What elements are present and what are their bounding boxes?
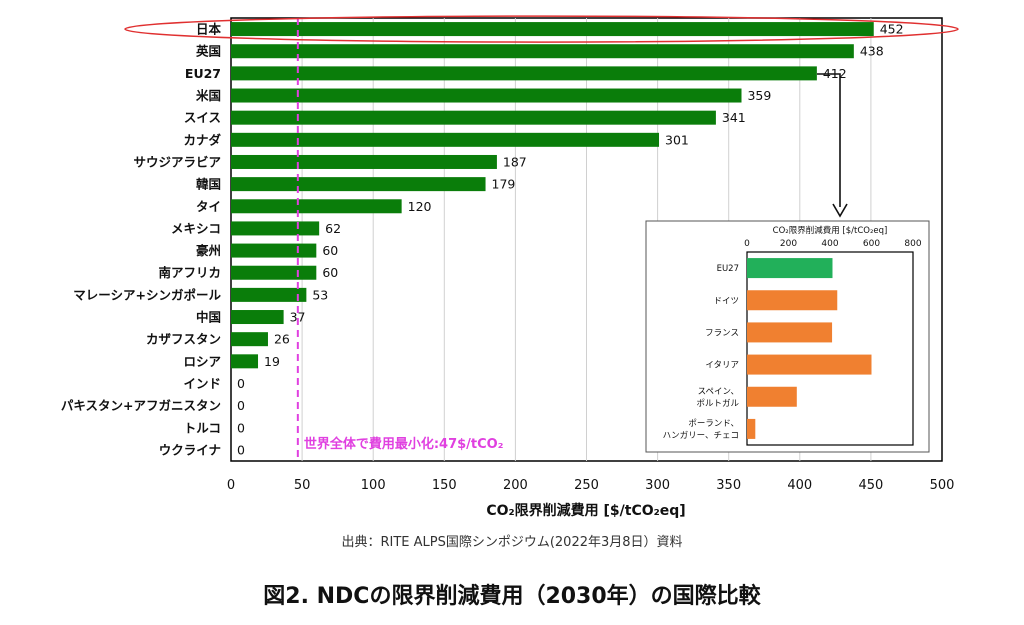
inset-bar [747,290,838,311]
category-label: タイ [196,199,221,214]
bar [231,88,742,103]
value-label: 120 [408,199,432,214]
inset-bar [747,418,756,439]
x-tick-label: 50 [294,478,311,493]
bar [231,310,284,325]
category-label: メキシコ [171,221,221,236]
source-note: 出典：RITE ALPS国際シンポジウム(2022年3月8日）資料 [341,535,683,550]
value-label: 452 [880,22,904,37]
value-label: 301 [665,132,689,147]
inset-title: CO₂限界削減費用 [$/tCO₂eq] [773,225,888,236]
value-label: 26 [274,332,290,347]
value-label: 37 [290,310,306,325]
category-label: パキスタン+アフガニスタン [61,398,221,413]
value-label: 0 [237,398,245,413]
category-label: マレーシア+シンガポール [73,287,221,302]
value-label: 19 [264,354,280,369]
value-label: 438 [860,44,884,59]
value-label: 62 [325,221,341,236]
x-tick-label: 0 [227,478,235,493]
value-label: 359 [747,88,771,103]
inset-x-tick-label: 600 [863,239,880,249]
category-label: カザフスタン [146,332,221,347]
inset-x-tick-label: 800 [904,239,921,249]
x-tick-label: 300 [645,478,670,493]
bar [231,177,486,192]
x-tick-label: 200 [503,478,528,493]
category-label: スイス [184,110,221,125]
value-label: 187 [503,154,527,169]
inset-plot-frame [746,251,914,446]
bar [231,154,497,169]
bar [231,287,307,302]
inset-x-tick-label: 400 [821,239,838,249]
bar [231,332,268,347]
bar [231,243,317,258]
category-label: 中国 [196,310,221,325]
inset-category-label: スペイン、ポルトガル [696,387,739,409]
category-label: ロシア [183,354,221,369]
category-label: 南アフリカ [158,265,221,280]
value-label: 60 [322,243,338,258]
inset-bars [747,258,872,439]
bar [231,44,854,59]
connector-arrowhead [832,203,848,218]
value-label: 53 [312,287,328,302]
bar [231,221,320,236]
x-tick-label: 250 [574,478,599,493]
category-label: ウクライナ [159,442,221,457]
bar [231,354,259,369]
category-label: 米国 [195,88,221,103]
bar [231,66,817,81]
x-axis-label: CO₂限界削減費用 [$/tCO₂eq] [486,502,685,519]
category-label: カナダ [183,132,221,147]
bar [231,265,317,280]
inset-x-tick-label: 0 [744,239,750,249]
category-label: 韓国 [196,177,221,192]
inset-x-tick-label: 200 [780,239,797,249]
x-tick-label: 150 [432,478,457,493]
category-label: インド [183,376,221,391]
x-tick-label: 350 [716,478,741,493]
bar [231,199,402,214]
bar [231,132,660,147]
inset-category-label: ドイツ [713,296,739,306]
inset-category-label: ポーランド、ハンガリー、チェコ [663,419,739,441]
x-tick-label: 500 [930,478,955,493]
value-label: 341 [722,110,746,125]
reference-line-label: 世界全体で費用最小化:47$/tCO₂ [304,436,504,452]
category-label: サウジアラビア [133,154,221,169]
value-label: 179 [492,177,516,192]
x-tick-label: 450 [858,478,883,493]
value-label: 0 [237,420,245,435]
inset-category-label: EU27 [717,264,739,274]
category-label: 日本 [196,22,222,37]
x-tick-label: 100 [361,478,386,493]
inset-bar [747,354,872,375]
value-label: 0 [237,376,245,391]
inset-x-tick-labels: 0 200 400 600 800 [744,239,922,249]
inset-bar [747,322,833,343]
value-label: 60 [322,265,338,280]
inset-bar [747,258,833,279]
bar [231,110,716,125]
category-label: トルコ [184,420,221,435]
inset-chart: CO₂限界削減費用 [$/tCO₂eq] 0 200 400 600 800 EU27 ド… [645,220,930,453]
category-label: 豪州 [196,243,221,258]
category-label: 英国 [196,44,221,59]
connector-arrow [817,73,841,207]
category-label: EU27 [185,66,221,81]
inset-bar [747,386,797,407]
inset-category-label: フランス [705,328,739,338]
x-tick-labels: 0 50 100 150 200 250 300 350 400 450 500 [227,478,955,493]
highlight-ellipse [124,15,959,43]
figure-caption: 図2. NDCの限界削減費用（2030年）の国際比較 [263,584,761,609]
x-tick-label: 400 [787,478,812,493]
value-label: 0 [237,442,245,457]
inset-category-label: イタリア [705,361,739,371]
bar [231,22,874,37]
